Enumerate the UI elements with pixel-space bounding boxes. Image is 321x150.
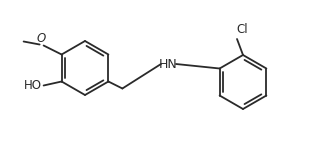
Text: O: O (37, 32, 46, 45)
Text: HO: HO (24, 79, 42, 92)
Text: HN: HN (159, 57, 178, 70)
Text: Cl: Cl (236, 23, 247, 36)
